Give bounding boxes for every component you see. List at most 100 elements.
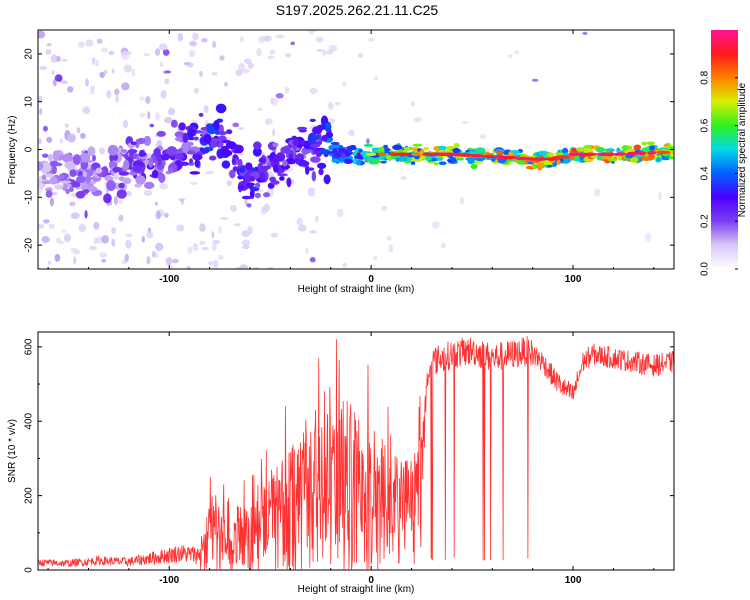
spectrogram-peak	[457, 153, 474, 157]
spectrogram-speckle	[63, 233, 71, 243]
spectrogram-ridge-blob	[189, 158, 194, 164]
spectrogram-speckle	[59, 138, 64, 144]
spectrogram-speckle	[160, 89, 167, 99]
spectrogram-ridge-blob	[103, 193, 112, 204]
spectrogram-speckle	[284, 53, 292, 58]
spectrogram-ridge-blob	[556, 159, 561, 165]
spectrogram-ridge-blob	[144, 181, 155, 190]
spectrogram-ridge-blob	[160, 154, 170, 160]
spectrogram-ridge-blob	[307, 132, 317, 144]
spectrogram-ridge-blob	[296, 126, 308, 131]
spectrogram-speckle	[226, 180, 233, 187]
spectrogram-speckle	[145, 96, 151, 104]
spectrogram-speckle	[410, 101, 416, 107]
spectrogram-ridge-blob	[562, 147, 569, 154]
spectrogram-speckle	[315, 36, 324, 43]
spectrogram-speckle	[247, 226, 253, 235]
spectrogram-speckle	[170, 265, 174, 269]
spectrogram-peak	[470, 153, 484, 158]
spectrogram-speckle	[388, 244, 393, 253]
spectrogram-speckle	[92, 154, 96, 162]
spectrogram-ridge-blob	[72, 154, 82, 165]
spectrogram-ridge-blob	[82, 189, 90, 194]
spectrogram-speckle	[95, 59, 99, 67]
spectrogram-ridge-blob	[445, 146, 456, 150]
spectrogram-speckle	[284, 86, 290, 94]
spectrogram-ridge-blob	[135, 175, 146, 185]
spectrogram-speckle	[514, 50, 520, 55]
spectrogram-speckle	[139, 96, 146, 101]
spectrogram-peak	[545, 157, 559, 161]
spectrogram-speckle	[146, 256, 151, 265]
spectrogram-ridge-blob	[271, 155, 281, 163]
spectrogram-ridge-blob	[538, 150, 548, 156]
spectrogram-ridge-blob	[76, 175, 86, 184]
spectrogram-speckle	[154, 48, 161, 56]
spectrogram-ridge-blob	[392, 144, 403, 151]
spectrogram-ridge-blob	[244, 172, 250, 184]
spectrogram-ridge-blob	[248, 176, 256, 182]
spectrogram-peak	[656, 150, 671, 155]
spectrogram-speckle	[199, 240, 206, 246]
spectrogram-ridge-blob	[213, 120, 220, 130]
spectrogram-speckle	[205, 170, 215, 175]
snr-series-line	[38, 336, 674, 570]
spectrogram-ridge-blob	[380, 160, 387, 164]
spectrogram-speckle	[186, 266, 191, 269]
spectrogram-speckle	[159, 183, 169, 190]
spectrogram-speckle	[241, 239, 251, 246]
spectrogram-y-label: Frequency (Hz)	[7, 116, 18, 185]
snr-frame	[37, 331, 675, 571]
spectrogram-speckle	[111, 227, 117, 235]
spectrogram-ridge-blob	[452, 147, 461, 154]
spectrogram-ridge-blob	[397, 156, 406, 162]
spectrogram-x-tick-label: 100	[565, 274, 582, 285]
spectrogram-ridge-blob	[156, 164, 165, 171]
spectrogram-ridge-blob	[311, 126, 323, 135]
chart-title: S197.2025.262.21.11.C25	[276, 2, 439, 18]
spectrogram-x-label: Height of straight line (km)	[298, 284, 415, 295]
spectrogram-peak	[647, 150, 657, 155]
spectrogram-speckle	[309, 230, 318, 234]
spectrogram-y-tick-label: -20	[24, 237, 35, 252]
snr-y-tick-label: 400	[24, 412, 35, 429]
spectrogram-ridge-blob	[296, 153, 304, 160]
spectrogram-speckle	[373, 255, 378, 260]
spectrogram-ridge-blob	[629, 156, 639, 163]
spectrogram-speckle	[192, 242, 199, 252]
spectrogram-peak	[482, 154, 496, 159]
colorbar-tick-label: 0.2	[700, 214, 711, 228]
spectrogram-speckle	[309, 257, 316, 263]
spectrogram-ridge-blob	[309, 118, 316, 122]
spectrogram-speckle	[459, 196, 465, 205]
spectrogram-speckle	[381, 205, 388, 211]
spectrogram-ridge-blob	[617, 154, 622, 161]
spectrogram-speckle	[69, 201, 76, 207]
spectrogram-speckle	[188, 49, 196, 58]
spectrogram-speckle	[177, 33, 184, 42]
spectrogram-speckle	[124, 253, 129, 262]
spectrogram-speckle	[163, 116, 173, 124]
spectrogram-speckle	[84, 210, 88, 219]
spectrogram-ridge-blob	[261, 165, 271, 170]
spectrogram-peak	[531, 157, 548, 161]
colorbar: 0.0 0.2 0.4 0.6 0.8 Normalized spectral ampl…	[700, 30, 748, 276]
spectrogram-speckle	[229, 204, 237, 212]
spectrogram-ridge-blob	[130, 141, 137, 145]
spectrogram-ridge-blob	[225, 141, 237, 150]
spectrogram-ridge-blob	[277, 173, 288, 177]
spectrogram-ridge-blob	[537, 167, 542, 171]
spectrogram-speckle	[239, 264, 249, 269]
spectrogram-ridge-blob	[279, 176, 285, 181]
spectrogram-speckle	[101, 259, 106, 263]
spectrogram-speckle	[143, 190, 153, 196]
spectrogram-ridge-blob	[331, 158, 340, 163]
spectrogram-speckle	[264, 35, 270, 42]
spectrogram-speckle	[152, 250, 156, 258]
spectrogram-ridge-blob	[239, 166, 246, 174]
spectrogram-ridge-blob	[62, 153, 73, 163]
spectrogram-speckle	[168, 107, 176, 116]
spectrogram-speckle	[275, 93, 284, 99]
spectrogram-speckle	[139, 112, 146, 118]
